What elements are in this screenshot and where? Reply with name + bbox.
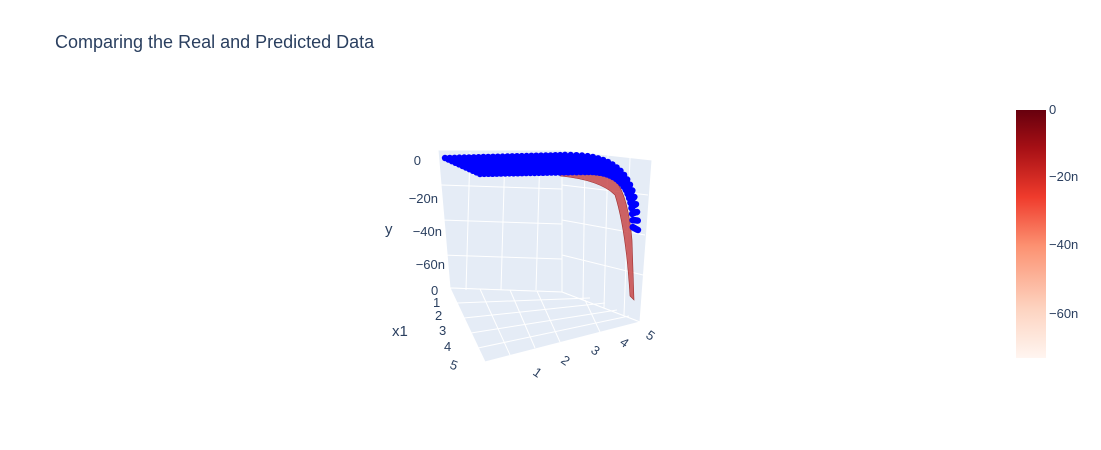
y-tick-neg60: −60n bbox=[416, 257, 445, 272]
x1-axis-title: x1 bbox=[392, 323, 408, 340]
grid-floor-a-3 bbox=[477, 315, 630, 349]
x1-tick-1: 1 bbox=[433, 295, 440, 310]
colorbar: 0 −20n −40n −60n bbox=[1016, 102, 1078, 358]
grid-floor-a-0 bbox=[456, 297, 591, 304]
x1-tick-5: 5 bbox=[448, 357, 460, 374]
chart-title: Comparing the Real and Predicted Data bbox=[55, 32, 375, 52]
x2-tick-1: 1 bbox=[530, 364, 545, 380]
y-tick-neg20: −20n bbox=[409, 191, 438, 206]
colorbar-tick-0: 0 bbox=[1049, 102, 1056, 117]
real-data-points bbox=[441, 151, 642, 234]
grid-left-h-1 bbox=[440, 219, 563, 225]
y-tick-0: 0 bbox=[414, 153, 421, 168]
grid-floor-b-0 bbox=[479, 288, 511, 356]
colorbar-tick-neg20: −20n bbox=[1049, 169, 1078, 184]
data-point-513 bbox=[628, 204, 635, 212]
y-axis: 0 −20n −40n −60n y bbox=[385, 153, 445, 272]
data-point-512 bbox=[627, 199, 634, 206]
colorbar-gradient bbox=[1016, 110, 1046, 358]
x2-tick-5: 5 bbox=[643, 327, 658, 343]
data-point-514 bbox=[628, 210, 636, 218]
x2-tick-4: 4 bbox=[617, 334, 632, 350]
x1-axis: 0 1 2 3 4 5 x1 bbox=[392, 283, 460, 373]
grid-floor-b-2 bbox=[536, 290, 561, 343]
grid-floor-a-2 bbox=[470, 309, 618, 334]
grid-left-h-0 bbox=[440, 184, 563, 190]
grid-floor-a-1 bbox=[463, 302, 606, 319]
colorbar-tick-neg40: −40n bbox=[1049, 237, 1078, 252]
data-point-516 bbox=[629, 223, 636, 231]
grid-floor-b-3 bbox=[584, 299, 601, 333]
data-point-515 bbox=[629, 217, 636, 224]
x2-tick-3: 3 bbox=[588, 342, 603, 358]
x1-tick-0: 0 bbox=[431, 283, 438, 298]
y-axis-title: y bbox=[385, 221, 393, 238]
y-tick-neg40: −40n bbox=[413, 224, 442, 239]
x1-tick-3: 3 bbox=[439, 323, 446, 338]
grid-left-v-0 bbox=[465, 151, 471, 291]
x1-tick-2: 2 bbox=[435, 308, 442, 323]
colorbar-tick-neg60: −60n bbox=[1049, 306, 1078, 321]
x1-tick-4: 4 bbox=[444, 339, 451, 354]
x2-tick-2: 2 bbox=[558, 352, 573, 368]
grid-floor-b-1 bbox=[509, 289, 536, 349]
